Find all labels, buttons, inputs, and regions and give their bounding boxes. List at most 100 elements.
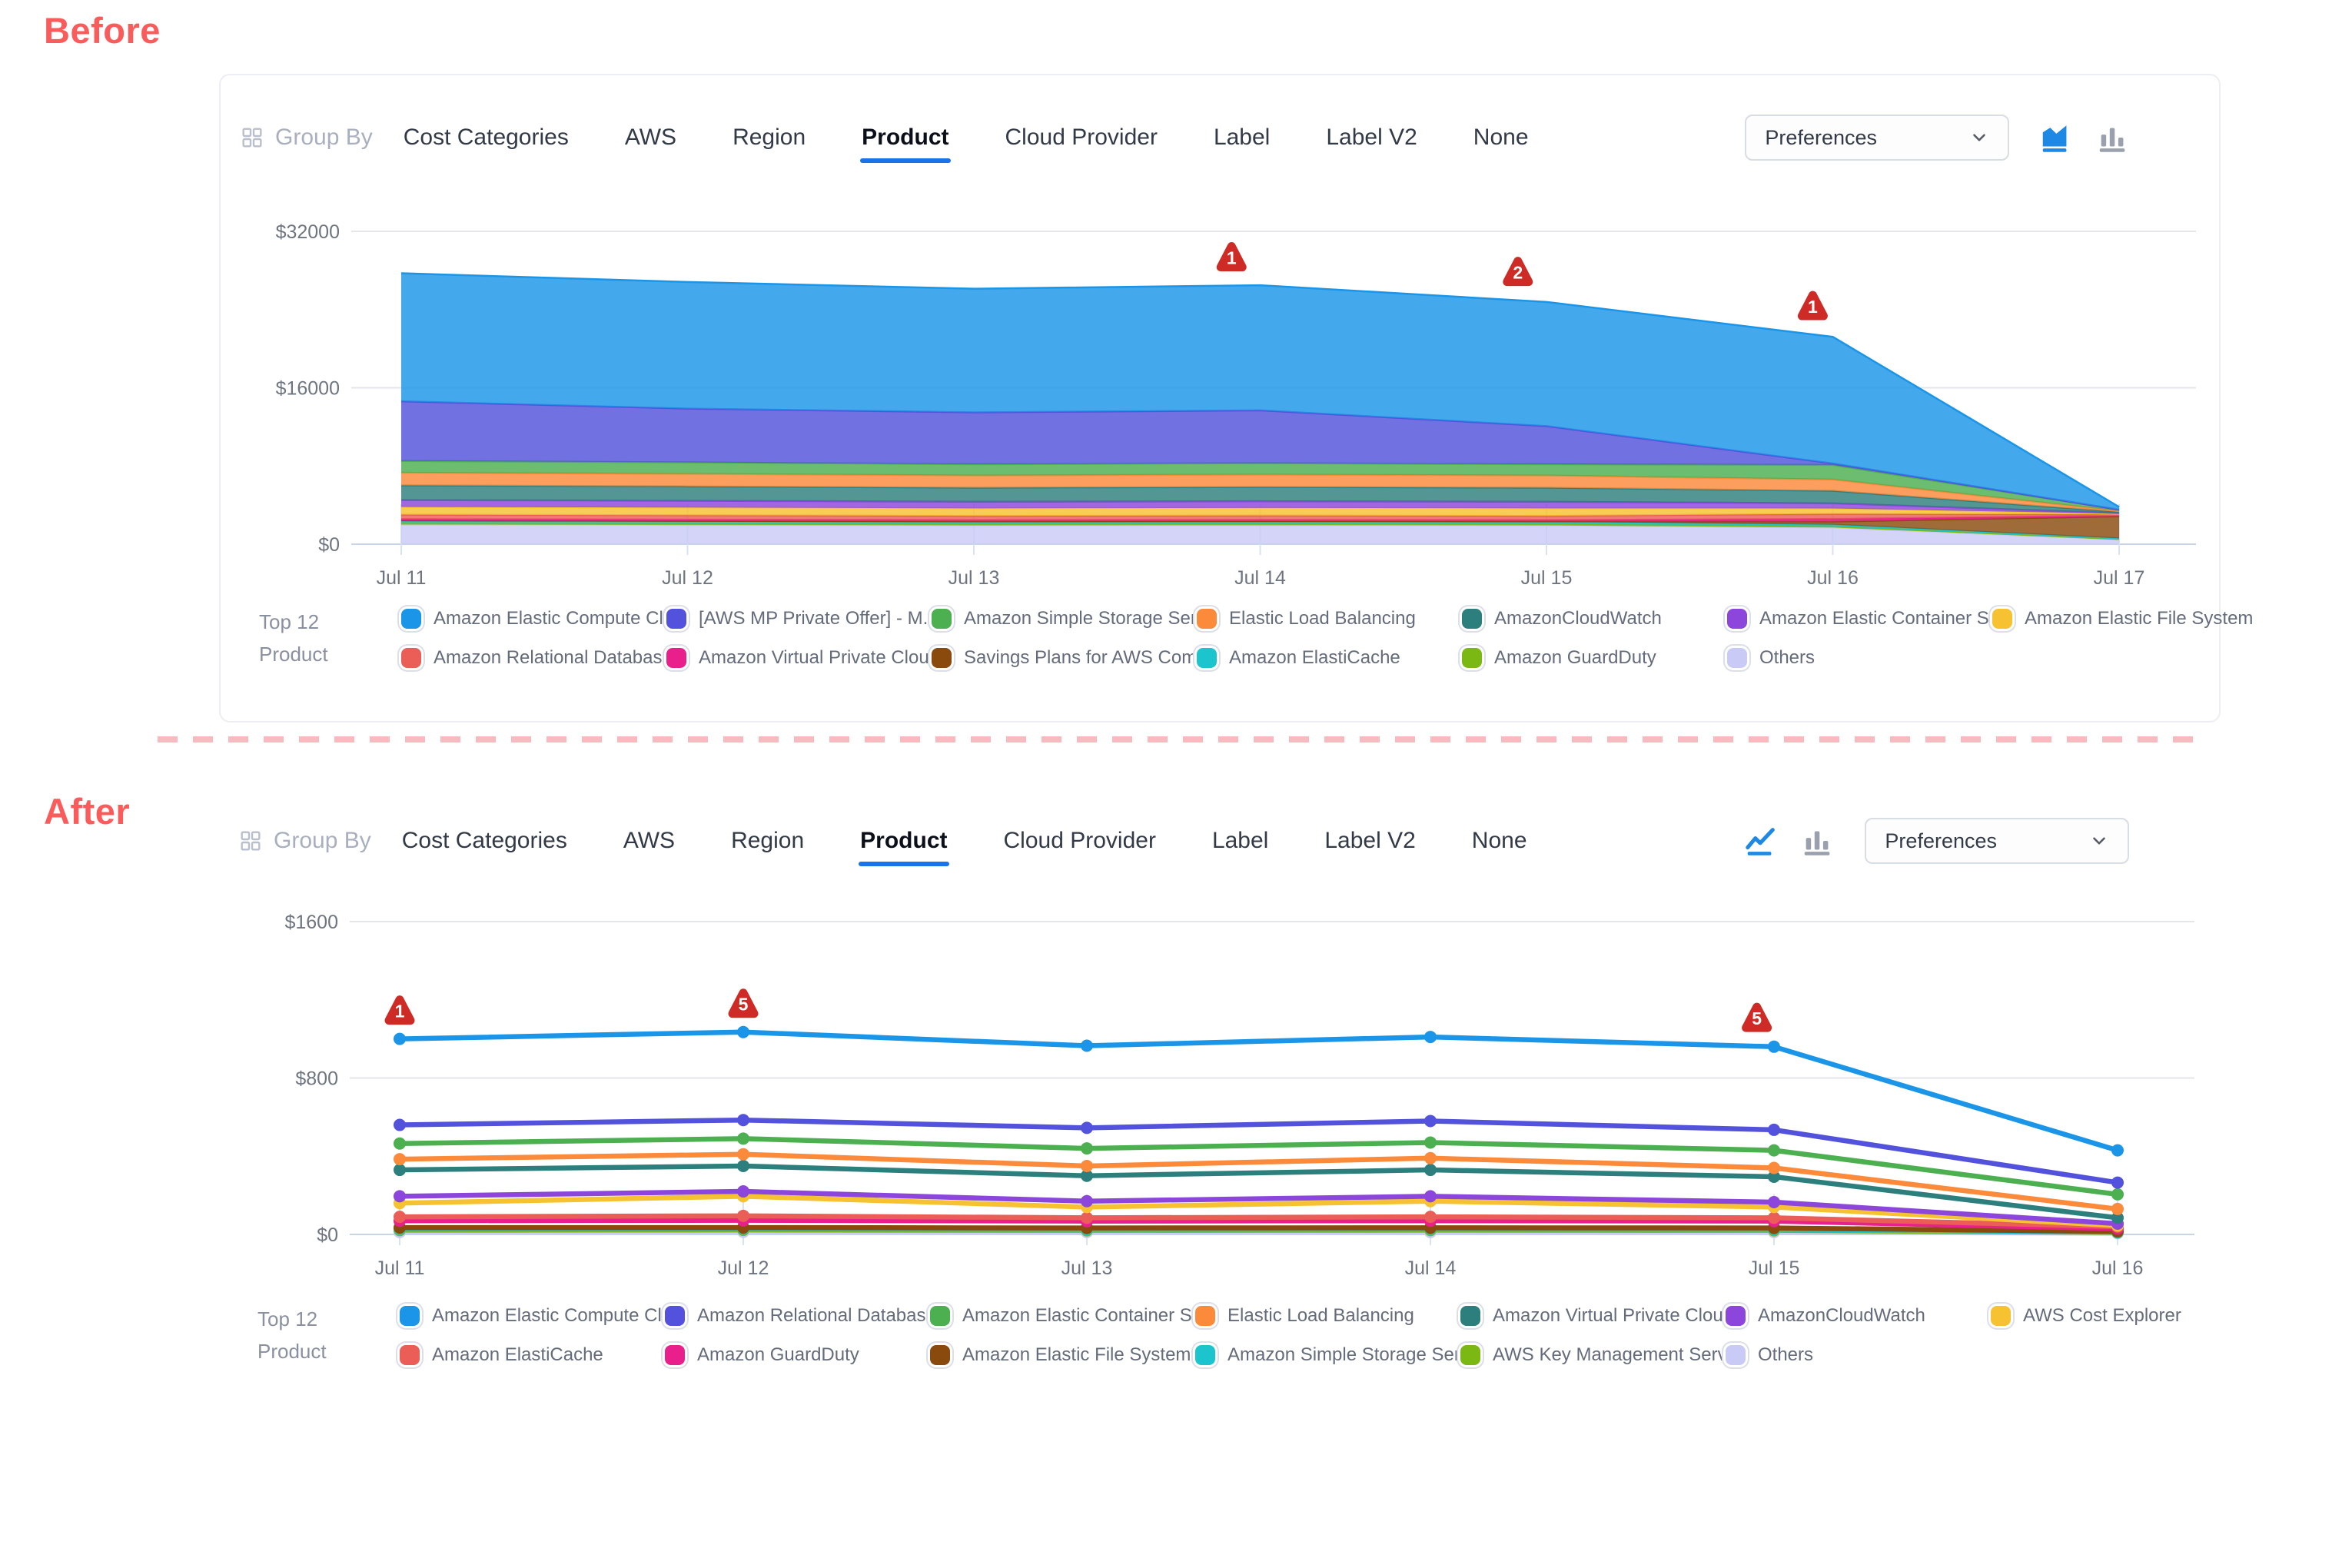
svg-text:Jul 17: Jul 17 xyxy=(2094,567,2145,589)
svg-text:$0: $0 xyxy=(317,1224,338,1246)
legend-item[interactable]: Amazon Simple Storage Ser... xyxy=(928,606,1211,631)
grid-icon xyxy=(241,831,261,851)
legend-item[interactable]: [AWS MP Private Offer] - M... xyxy=(663,606,938,631)
legend-item[interactable]: Elastic Load Balancing xyxy=(1193,606,1458,631)
tab-none[interactable]: None xyxy=(1473,125,1529,150)
legend-swatch xyxy=(1460,1344,1480,1365)
svg-text:Jul 11: Jul 11 xyxy=(377,567,427,589)
svg-text:$800: $800 xyxy=(295,1068,338,1090)
legend-swatch xyxy=(400,1344,420,1365)
after-label: After xyxy=(44,791,131,832)
anomaly-marker[interactable]: 1 xyxy=(1797,291,1828,321)
legend-item[interactable]: Amazon Elastic File System xyxy=(1988,606,2254,631)
legend-label: Amazon Virtual Private Cloud xyxy=(1493,1304,1734,1326)
legend-label: Amazon Elastic File System xyxy=(2025,607,2254,629)
tab-label-v2[interactable]: Label V2 xyxy=(1324,828,1416,853)
legend-item[interactable]: Savings Plans for AWS Com... xyxy=(928,646,1212,670)
legend-item[interactable]: Amazon Simple Storage Ser... xyxy=(1191,1343,1475,1367)
legend-item[interactable]: Amazon GuardDuty xyxy=(661,1343,926,1367)
legend-item[interactable]: AWS Key Management Serv... xyxy=(1457,1343,1741,1367)
legend-item[interactable]: Amazon Elastic Container S... xyxy=(926,1304,1208,1328)
legend-swatch xyxy=(1460,1305,1480,1326)
tab-label-v2[interactable]: Label V2 xyxy=(1326,125,1417,150)
bar-chart-icon[interactable] xyxy=(2095,120,2131,155)
grid-icon xyxy=(242,128,262,148)
legend-label: Amazon Elastic Compute Cl... xyxy=(432,1304,677,1326)
anomaly-marker[interactable]: 5 xyxy=(1742,1002,1772,1032)
legend-item[interactable]: Amazon Elastic File System xyxy=(926,1343,1191,1367)
legend-swatch xyxy=(665,1344,685,1365)
svg-text:Jul 14: Jul 14 xyxy=(1405,1257,1457,1279)
tab-product[interactable]: Product xyxy=(859,828,949,866)
legend-item[interactable]: Amazon Virtual Private Cloud xyxy=(1457,1304,1733,1328)
legend-item[interactable]: Amazon Elastic Compute Cl... xyxy=(397,606,679,631)
legend-swatch xyxy=(1991,1305,2011,1326)
legend-item[interactable]: Amazon ElastiCache xyxy=(1193,646,1458,670)
legend-swatch xyxy=(1726,1344,1746,1365)
legend-label: Others xyxy=(1759,646,1815,668)
tab-region[interactable]: Region xyxy=(731,828,805,853)
legend-item[interactable]: Amazon ElastiCache xyxy=(396,1343,661,1367)
tab-cost-categories[interactable]: Cost Categories xyxy=(401,828,567,853)
svg-text:Jul 16: Jul 16 xyxy=(2092,1257,2144,1279)
legend-label: AWS Cost Explorer xyxy=(2023,1304,2181,1326)
before-legend: Top 12 Product Amazon Elastic Compute Cl… xyxy=(240,606,2253,670)
legend-swatch xyxy=(665,1305,685,1326)
legend-swatch xyxy=(1726,1305,1746,1326)
tab-cost-categories[interactable]: Cost Categories xyxy=(403,125,569,150)
legend-swatch xyxy=(1727,647,1747,668)
legend-item[interactable]: AWS Cost Explorer xyxy=(1987,1304,2252,1328)
line-chart-icon[interactable] xyxy=(1743,823,1779,859)
area-chart-icon[interactable] xyxy=(2038,120,2074,155)
legend-label: Savings Plans for AWS Com... xyxy=(964,646,1213,668)
legend-label: AmazonCloudWatch xyxy=(1758,1304,1925,1326)
legend-swatch xyxy=(1197,608,1217,629)
legend-item[interactable]: AmazonCloudWatch xyxy=(1722,1304,1987,1328)
svg-text:Jul 12: Jul 12 xyxy=(718,1257,769,1279)
svg-text:1: 1 xyxy=(395,1002,405,1022)
legend-label: Others xyxy=(1758,1344,1814,1365)
legend-label: Elastic Load Balancing xyxy=(1227,1304,1414,1326)
bar-chart-icon[interactable] xyxy=(1800,823,1835,859)
group-by-text: Group By xyxy=(274,828,371,853)
legend-item[interactable]: Amazon GuardDuty xyxy=(1458,646,1723,670)
tab-region[interactable]: Region xyxy=(733,125,806,150)
svg-text:5: 5 xyxy=(739,995,749,1015)
tab-cloud-provider[interactable]: Cloud Provider xyxy=(1005,125,1158,150)
legend-swatch xyxy=(401,647,421,668)
legend-item[interactable]: Others xyxy=(1722,1343,1987,1367)
legend-swatch xyxy=(401,608,421,629)
legend-item[interactable]: Amazon Virtual Private Cloud xyxy=(663,646,939,670)
preferences-dropdown[interactable]: Preferences xyxy=(1865,818,2129,864)
chart-type-toggle xyxy=(2038,120,2131,155)
anomaly-marker[interactable]: 1 xyxy=(384,995,415,1025)
anomaly-marker[interactable]: 1 xyxy=(1216,242,1247,272)
tab-none[interactable]: None xyxy=(1471,828,1527,853)
tab-cloud-provider[interactable]: Cloud Provider xyxy=(1003,828,1156,853)
tab-aws[interactable]: AWS xyxy=(624,125,677,150)
tab-label[interactable]: Label xyxy=(1211,828,1269,853)
svg-text:$0: $0 xyxy=(318,534,340,556)
after-chart[interactable]: $0 $800 $1600 Jul 11 Jul 12 Jul 13 Jul 14 Jul 1… xyxy=(234,877,2202,1300)
legend-swatch xyxy=(1727,608,1747,629)
legend-item[interactable]: Others xyxy=(1723,646,1988,670)
tab-label[interactable]: Label xyxy=(1213,125,1271,150)
tab-product[interactable]: Product xyxy=(860,125,951,163)
anomaly-marker[interactable]: 2 xyxy=(1503,257,1533,287)
legend-item[interactable]: Amazon Elastic Container S... xyxy=(1723,606,2005,631)
before-panel: Group By Cost Categories AWS Region Prod… xyxy=(219,74,2253,723)
before-toolbar: Group By Cost Categories AWS Region Prod… xyxy=(240,108,2196,168)
anomaly-marker[interactable]: 5 xyxy=(728,988,759,1018)
legend-item[interactable]: Elastic Load Balancing xyxy=(1191,1304,1457,1328)
preferences-dropdown[interactable]: Preferences xyxy=(1745,115,2009,161)
legend-item[interactable]: AmazonCloudWatch xyxy=(1458,606,1723,631)
before-chart[interactable]: $0 $16000 $32000 Jul 11 Jul 12 Jul 13 Jul 14 Ju… xyxy=(236,204,2204,616)
legend-item[interactable]: Amazon Relational Databas... xyxy=(397,646,678,670)
legend-label: Amazon ElastiCache xyxy=(1229,646,1400,668)
legend-label: Amazon Elastic File System xyxy=(962,1344,1191,1365)
legend-item[interactable]: Amazon Elastic Compute Cl... xyxy=(396,1304,677,1328)
tab-aws[interactable]: AWS xyxy=(623,828,676,853)
legend-label: [AWS MP Private Offer] - M... xyxy=(699,607,938,629)
legend-label: Amazon Virtual Private Cloud xyxy=(699,646,940,668)
legend-item[interactable]: Amazon Relational Databas... xyxy=(661,1304,942,1328)
